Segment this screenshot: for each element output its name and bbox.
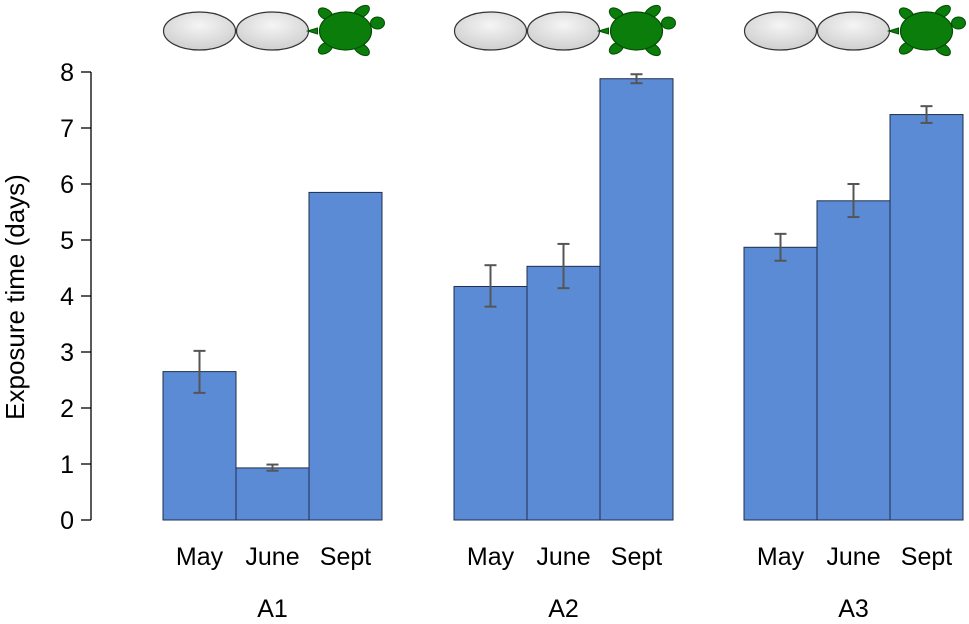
y-axis-title: Exposure time (days) (0, 174, 30, 420)
turtle-tail (305, 27, 318, 35)
bar (889, 114, 964, 521)
egg-icon (743, 11, 818, 51)
bar (235, 467, 310, 521)
group-label: A1 (257, 595, 288, 623)
turtle-icon (886, 4, 966, 57)
category-label: May (757, 543, 805, 571)
egg-icon (816, 11, 891, 51)
bar (308, 191, 383, 521)
header-icons (162, 4, 966, 57)
bar (816, 200, 891, 521)
category-label: Sept (320, 543, 371, 571)
y-axis-ticks: 0 1 2 3 4 5 6 7 8 (60, 59, 91, 535)
turtle-shell (609, 11, 664, 51)
turtle-head (951, 16, 966, 30)
turtle-head (661, 16, 676, 30)
y-tick-label: 7 (60, 115, 74, 143)
y-tick-label: 6 (60, 171, 74, 199)
y-tick-label: 8 (60, 59, 74, 87)
egg-icon (526, 11, 601, 51)
turtle-icon (305, 4, 385, 57)
egg-icon (162, 11, 237, 51)
bar (599, 78, 674, 521)
y-tick-label: 1 (60, 451, 74, 479)
bar (743, 246, 818, 521)
bar (526, 265, 601, 521)
y-tick-label: 3 (60, 339, 74, 367)
egg-icon (453, 11, 528, 51)
bar (162, 371, 237, 521)
category-label: May (176, 543, 224, 571)
turtle-shell (899, 11, 954, 51)
y-tick-label: 0 (60, 507, 74, 535)
egg-icon (235, 11, 310, 51)
bars (162, 73, 964, 521)
category-label: June (245, 543, 299, 571)
y-tick-label: 4 (60, 283, 74, 311)
group-label: A3 (838, 595, 869, 623)
turtle-icon (596, 4, 676, 57)
y-tick-label: 5 (60, 227, 74, 255)
group-label: A2 (548, 595, 579, 623)
category-label: Sept (901, 543, 952, 571)
turtle-shell (318, 11, 373, 51)
category-labels: May June Sept A1 May June Sept A2 May June Sept A3 (176, 543, 952, 623)
bar (453, 285, 528, 521)
category-label: June (826, 543, 880, 571)
y-tick-label: 2 (60, 395, 74, 423)
category-label: May (467, 543, 515, 571)
turtle-tail (886, 27, 899, 35)
turtle-head (370, 16, 385, 30)
category-label: June (536, 543, 590, 571)
category-label: Sept (611, 543, 662, 571)
turtle-tail (596, 27, 609, 35)
